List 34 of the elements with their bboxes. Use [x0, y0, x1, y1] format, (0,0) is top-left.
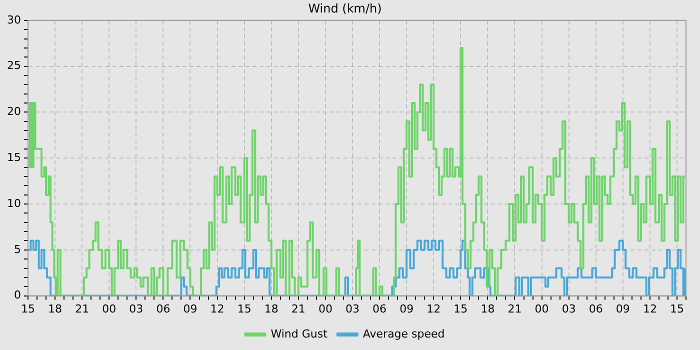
x-tick-label: 12	[426, 302, 441, 316]
x-tick-label: 03	[562, 302, 576, 316]
x-tick-label: 03	[129, 302, 144, 316]
x-tick-label: 15	[237, 302, 252, 316]
chart-title: Wind (km/h)	[308, 1, 382, 16]
y-tick-label: 20	[6, 105, 21, 118]
x-tick-label: 18	[48, 302, 62, 316]
x-tick-label: 21	[508, 302, 522, 316]
x-tick-label: 03	[345, 302, 360, 316]
x-tick-label: 00	[318, 302, 332, 316]
y-tick-label: 25	[6, 59, 21, 72]
x-tick-label: 06	[372, 302, 387, 316]
x-tick-label: 21	[291, 302, 306, 316]
x-tick-label: 21	[75, 302, 90, 316]
x-tick-label: 09	[183, 302, 198, 316]
y-tick-label: 15	[6, 150, 21, 164]
x-tick-label: 15	[670, 302, 684, 316]
x-tick-label: 15	[454, 302, 468, 316]
x-tick-label: 00	[534, 302, 549, 316]
y-tick-label: 30	[6, 13, 21, 26]
x-tick-label: 09	[400, 302, 414, 316]
y-tick-label: 10	[6, 196, 21, 210]
y-tick-label: 0	[14, 288, 21, 302]
legend-label: Average speed	[362, 327, 445, 340]
x-tick-label: 18	[480, 302, 495, 316]
x-tick-label: 12	[642, 302, 657, 316]
x-tick-label: 09	[616, 302, 630, 316]
x-tick-label: 06	[588, 302, 603, 316]
x-tick-label: 18	[264, 302, 278, 316]
x-tick-label: 12	[210, 302, 224, 316]
x-tick-label: 06	[156, 302, 170, 316]
y-tick-label: 5	[14, 242, 21, 256]
x-tick-label: 00	[102, 302, 116, 316]
legend-label: Wind Gust	[270, 327, 328, 340]
